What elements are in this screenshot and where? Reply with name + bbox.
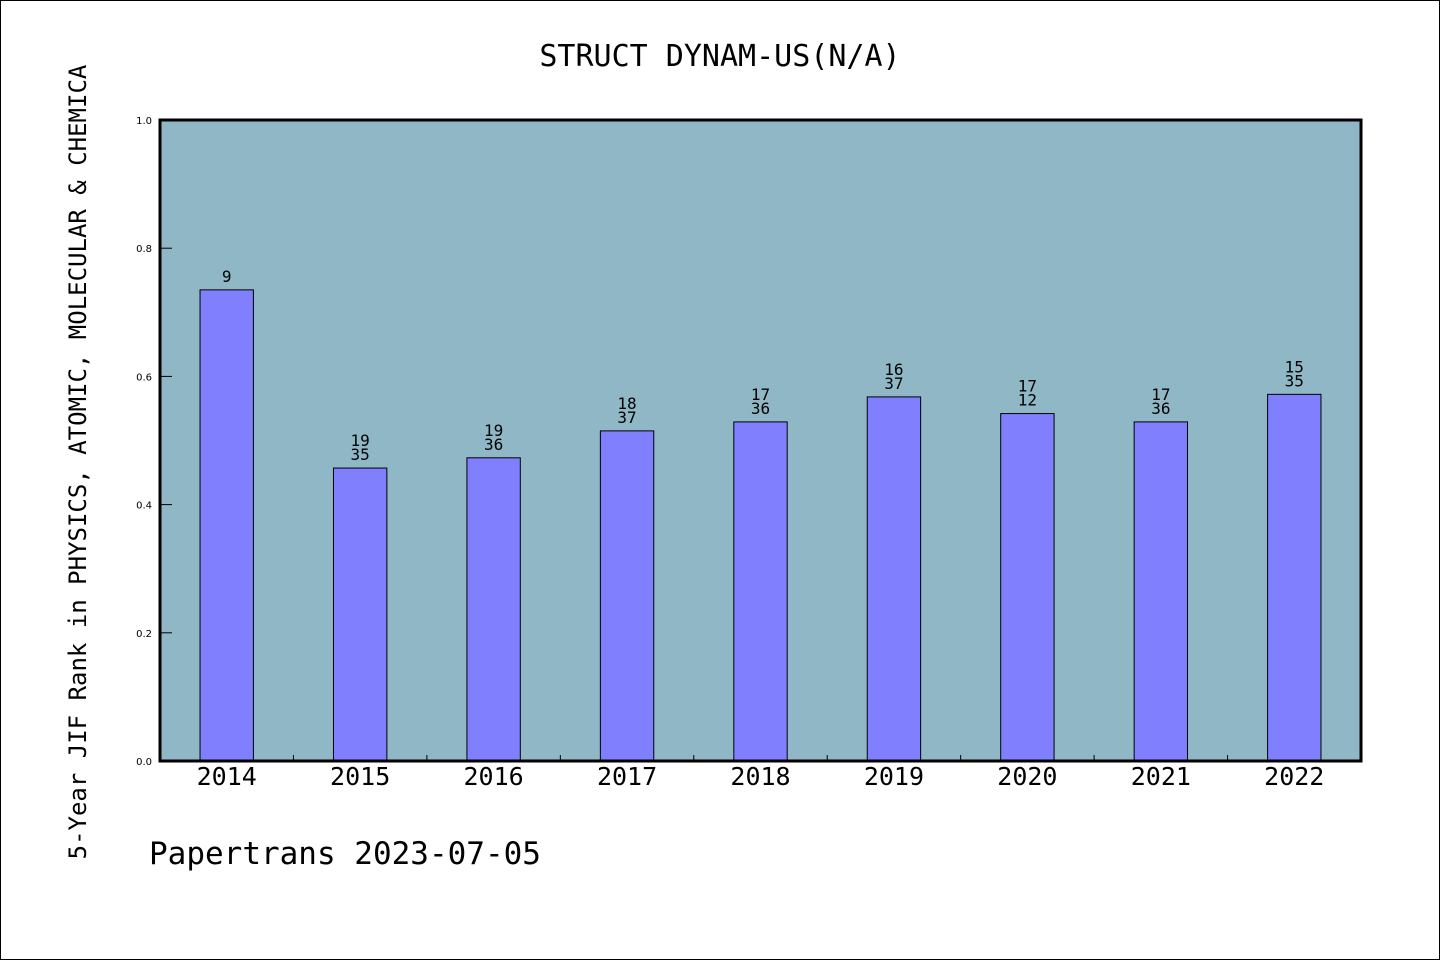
y-tick-label-0.2: 0.2 bbox=[136, 629, 152, 640]
chart-title: STRUCT DYNAM-US(N/A) bbox=[539, 39, 900, 74]
data-label-2016-2: 36 bbox=[484, 435, 503, 454]
footer-credit: Papertrans 2023-07-05 bbox=[149, 836, 541, 872]
data-label-2015-2: 35 bbox=[351, 445, 370, 464]
x-tick-label-2016: 2016 bbox=[464, 762, 524, 791]
bar-2016 bbox=[466, 457, 521, 762]
bar-2019 bbox=[866, 396, 922, 762]
data-label-2019-1: 16 bbox=[884, 360, 903, 379]
x-axis: 2014 2015 2016 2017 2018 2019 2020 2021 2022 bbox=[197, 755, 1324, 791]
data-label-2020-1: 17 bbox=[1018, 377, 1037, 396]
bar-2014 bbox=[199, 289, 254, 762]
data-label-2021-1: 17 bbox=[1151, 385, 1170, 404]
data-label-2020-2: 12 bbox=[1018, 391, 1037, 410]
bar-2015 bbox=[332, 467, 388, 762]
bar-2021 bbox=[1133, 421, 1189, 762]
data-label-2017-2: 37 bbox=[617, 408, 636, 427]
y-tick-label-0.6: 0.6 bbox=[136, 372, 152, 383]
y-axis-label: 5-Year JIF Rank in PHYSICS, ATOMIC, MOLE… bbox=[64, 64, 92, 859]
bar-2018 bbox=[733, 421, 788, 762]
data-label-2018-2: 36 bbox=[751, 399, 770, 418]
data-label-2022-2: 35 bbox=[1285, 371, 1304, 390]
y-tick-label-0.8: 0.8 bbox=[136, 244, 152, 255]
y-tick-label-0.4: 0.4 bbox=[136, 501, 152, 512]
bar-2017 bbox=[599, 430, 655, 762]
x-tick-label-2020: 2020 bbox=[997, 762, 1057, 791]
x-tick-label-2015: 2015 bbox=[330, 762, 390, 791]
data-label-2016-1: 19 bbox=[484, 421, 503, 440]
x-tick-label-2014: 2014 bbox=[197, 762, 257, 791]
data-label-2014-1: 9 bbox=[222, 267, 232, 286]
x-tick-label-2019: 2019 bbox=[864, 762, 924, 791]
y-tick-label-1.0: 1.0 bbox=[136, 116, 152, 127]
data-label-2015-1: 19 bbox=[351, 431, 370, 450]
y-axis: 0.0 0.2 0.4 0.6 0.8 1.0 bbox=[136, 116, 172, 768]
bar-series bbox=[199, 289, 1322, 762]
x-tick-label-2018: 2018 bbox=[730, 762, 790, 791]
y-tick-label-0.0: 0.0 bbox=[136, 757, 152, 768]
x-tick-label-2022: 2022 bbox=[1264, 762, 1324, 791]
data-label-2019-2: 37 bbox=[884, 374, 903, 393]
bar-2022 bbox=[1267, 393, 1322, 762]
bar-2020 bbox=[1000, 413, 1055, 762]
x-tick-label-2021: 2021 bbox=[1131, 762, 1191, 791]
x-tick-label-2017: 2017 bbox=[597, 762, 657, 791]
data-label-2021-2: 36 bbox=[1151, 399, 1170, 418]
data-label-2022-1: 15 bbox=[1285, 357, 1304, 376]
data-label-2017-1: 18 bbox=[617, 394, 636, 413]
plot-border bbox=[158, 118, 1363, 763]
data-label-2018-1: 17 bbox=[751, 385, 770, 404]
